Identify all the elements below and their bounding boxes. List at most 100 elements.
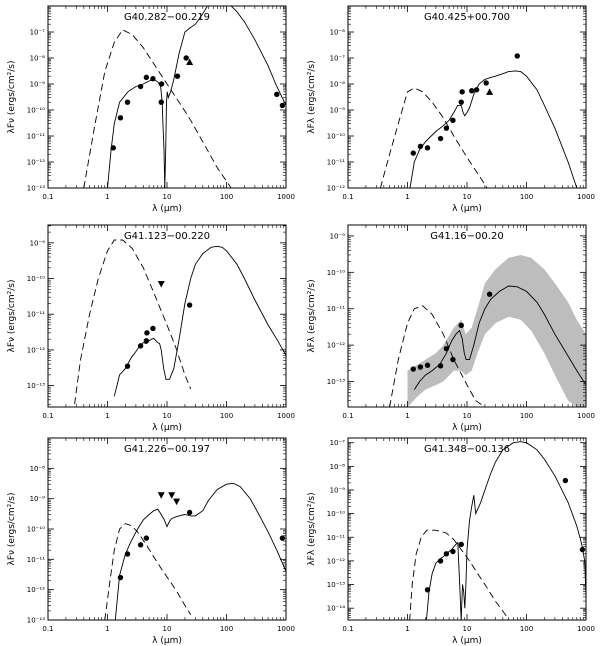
x-axis-label: λ (μm) <box>452 204 482 214</box>
y-axis-label: λFλ (ergs/cm²/s) <box>307 60 317 133</box>
data-point <box>410 150 416 156</box>
y-tick-label: 10⁻⁹ <box>330 232 346 240</box>
y-tick-label: 10⁻⁹ <box>30 239 46 247</box>
x-axis-label: λ (μm) <box>152 204 182 214</box>
data-point <box>450 356 456 363</box>
x-tick-label: 1000 <box>577 625 595 633</box>
y-tick-label: 10⁻¹⁰ <box>327 269 345 277</box>
y-tick-label: 10⁻¹⁰ <box>27 275 45 283</box>
y-tick-label: 10⁻⁸ <box>30 55 46 63</box>
y-tick-label: 10⁻¹² <box>27 586 45 594</box>
x-tick-label: 1000 <box>577 412 595 420</box>
photosphere-line <box>83 29 232 188</box>
y-tick-label: 10⁻¹⁴ <box>327 605 345 613</box>
photosphere-line <box>379 87 488 188</box>
y-tick-label: 10⁻¹¹ <box>27 556 45 564</box>
y-tick-label: 10⁻⁸ <box>330 463 346 471</box>
y-tick-label: 10⁻⁹ <box>330 487 346 495</box>
y-tick-label: 10⁻¹⁰ <box>327 510 345 518</box>
data-point <box>410 366 416 372</box>
panel-title: G40.425+00.700 <box>424 12 510 23</box>
y-tick-label: 10⁻¹¹ <box>27 133 45 141</box>
data-point <box>285 112 286 116</box>
x-tick-label: 1 <box>405 412 409 420</box>
x-tick-label: 10 <box>163 193 172 201</box>
data-point <box>117 115 124 121</box>
data-point <box>450 117 456 124</box>
data-point <box>144 330 150 336</box>
data-point <box>579 546 586 553</box>
plot-area <box>104 482 293 620</box>
panel-title: G40.282−00.219 <box>124 12 210 23</box>
model-line <box>413 285 586 390</box>
detection-triangle <box>186 58 194 66</box>
data-point <box>443 345 450 352</box>
y-tick-label: 10⁻⁸ <box>330 81 346 89</box>
y-tick-label: 10⁻⁹ <box>30 495 46 503</box>
data-point <box>117 574 124 581</box>
x-tick-label: 10 <box>463 412 472 420</box>
plot-area <box>409 441 586 620</box>
data-point <box>143 338 150 344</box>
y-tick-label: 10⁻⁶ <box>330 29 346 37</box>
data-point <box>186 302 193 308</box>
data-point <box>285 316 286 319</box>
upper-limit-triangle <box>173 498 181 506</box>
y-tick-label: 10⁻⁹ <box>330 107 346 115</box>
x-tick-label: 0.1 <box>42 625 53 633</box>
y-tick-label: 10⁻⁷ <box>330 439 346 447</box>
data-point <box>458 99 464 105</box>
plot-area <box>74 239 286 405</box>
x-tick-label: 1 <box>405 193 409 201</box>
x-tick-label: 1 <box>105 625 109 633</box>
x-tick-label: 10 <box>163 412 172 420</box>
x-tick-label: 0.1 <box>342 625 353 633</box>
y-tick-label: 10⁻¹¹ <box>327 159 345 167</box>
x-axis-label: λ (μm) <box>152 423 182 433</box>
x-tick-label: 1 <box>105 412 109 420</box>
photosphere-line <box>104 523 192 620</box>
plot-frame <box>47 437 287 621</box>
x-tick-label: 10 <box>163 625 172 633</box>
y-axis-label: λFλ (ergs/cm²/s) <box>307 492 317 565</box>
upper-limit-triangle <box>157 281 165 288</box>
x-tick-label: 100 <box>520 625 533 633</box>
x-tick-label: 1000 <box>577 193 595 201</box>
data-point <box>469 88 475 94</box>
detection-triangle <box>486 88 494 95</box>
data-point <box>279 102 286 109</box>
data-point <box>437 558 444 564</box>
data-point <box>110 145 116 151</box>
y-tick-label: 10⁻⁹ <box>30 81 46 89</box>
x-tick-label: 1000 <box>277 193 295 201</box>
photosphere-line <box>74 239 192 405</box>
data-point <box>285 543 286 546</box>
data-point <box>437 363 444 369</box>
photosphere-line <box>409 529 509 620</box>
y-tick-label: 10⁻¹² <box>27 346 45 354</box>
data-point <box>288 561 293 566</box>
y-tick-label: 10⁻¹² <box>327 185 345 193</box>
x-tick-label: 100 <box>520 412 533 420</box>
data-point <box>437 135 444 142</box>
model-line <box>113 245 286 397</box>
chart-panel: 0.1 1 10 100 1000 10⁻¹³ 10⁻¹² 10⁻¹¹ 10⁻¹⁰ 10⁻⁹ 10⁻… <box>7 437 295 646</box>
data-point <box>137 83 144 90</box>
plot-area <box>83 6 286 188</box>
x-tick-label: 1 <box>405 625 409 633</box>
y-tick-label: 10⁻¹² <box>327 342 345 350</box>
data-point <box>443 551 450 557</box>
data-point <box>562 477 569 484</box>
data-point <box>186 509 193 516</box>
data-point <box>183 55 189 61</box>
data-point <box>158 81 165 87</box>
data-point <box>424 362 431 368</box>
panel-title: G41.16−00.20 <box>430 231 503 242</box>
data-point <box>158 99 164 105</box>
data-point <box>585 566 586 570</box>
y-tick-label: 10⁻¹⁰ <box>27 107 45 115</box>
data-point <box>424 587 431 593</box>
x-tick-label: 1 <box>105 193 109 201</box>
data-point <box>279 535 286 541</box>
